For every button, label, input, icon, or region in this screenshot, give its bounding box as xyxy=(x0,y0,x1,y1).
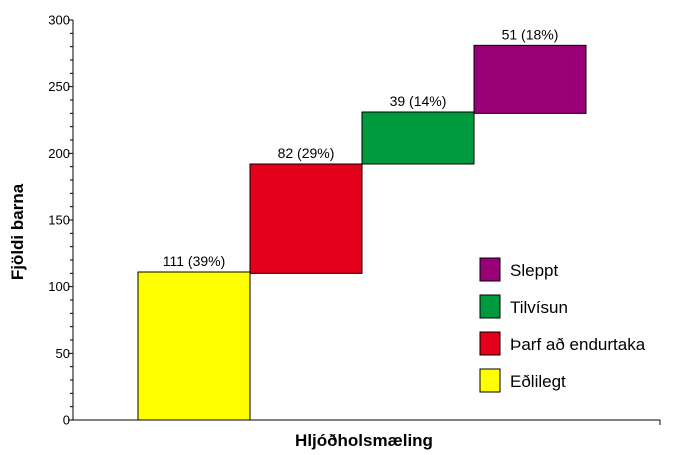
legend-swatch xyxy=(479,257,501,282)
y-tick-label: 100 xyxy=(48,279,70,294)
y-tick-label: 50 xyxy=(56,346,70,361)
bar-label: 82 (29%) xyxy=(278,145,335,161)
bar-Tilvísun xyxy=(361,111,475,165)
bar-Sleppt xyxy=(473,44,587,114)
bar-label: 51 (18%) xyxy=(502,26,559,42)
legend-swatch xyxy=(479,368,501,393)
x-axis-title: Hljóðholsmæling xyxy=(295,431,433,450)
legend-label: Sleppt xyxy=(510,261,558,280)
bar-label: 111 (39%) xyxy=(163,253,226,269)
bars xyxy=(137,44,587,421)
y-tick-label: 0 xyxy=(63,413,70,428)
y-axis: 0 50 100 150 200 250 300 xyxy=(48,13,74,428)
legend-label: Eðlilegt xyxy=(510,372,566,391)
y-tick-label: 250 xyxy=(48,79,70,94)
y-tick-label: 300 xyxy=(48,13,70,28)
legend-label: Þarf að endurtaka xyxy=(510,335,646,354)
bar-label: 39 (14%) xyxy=(390,93,447,109)
bar-Þarf að endurtaka xyxy=(249,163,363,274)
x-axis xyxy=(73,419,661,425)
legend: Sleppt Tilvísun Þarf að endurtaka Eðlilegt xyxy=(479,257,646,393)
legend-swatch xyxy=(479,331,501,356)
legend-swatch xyxy=(479,294,501,319)
y-tick-label: 150 xyxy=(48,213,70,228)
y-tick-label: 200 xyxy=(48,146,70,161)
bar-Eðlilegt xyxy=(137,271,251,421)
bar-labels: 111 (39%) 82 (29%) 39 (14%) 51 (18%) xyxy=(163,26,559,269)
y-axis-title: Fjöldi barna xyxy=(8,183,27,280)
legend-label: Tilvísun xyxy=(510,298,568,317)
